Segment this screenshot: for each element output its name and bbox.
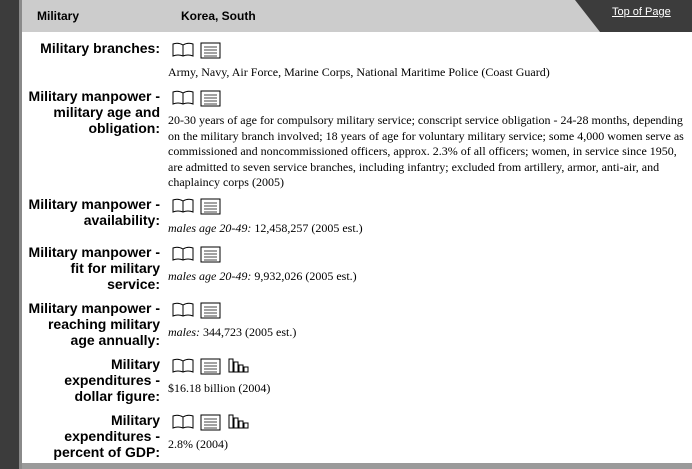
field-label: Military branches:: [40, 40, 160, 56]
field-listing-icon[interactable]: [200, 302, 222, 319]
field-value: 9,932,026 (2005 est.): [254, 269, 357, 283]
field-icons: [172, 358, 256, 376]
bottom-border: [22, 463, 692, 469]
definition-icon[interactable]: [172, 42, 194, 57]
definition-icon[interactable]: [172, 302, 194, 317]
field-label: Military manpower - military age and obl…: [28, 88, 160, 136]
field-prefix: males age 20-49:: [168, 221, 252, 235]
field-icons: [172, 302, 228, 320]
field-text: males age 20-49: 9,932,026 (2005 est.): [168, 269, 690, 285]
field-icons: [172, 198, 228, 216]
field-label: Military manpower - availability:: [28, 196, 160, 228]
field-listing-icon[interactable]: [200, 42, 222, 59]
side-stripe: [0, 0, 22, 469]
field-icons: [172, 42, 228, 60]
field-listing-icon[interactable]: [200, 90, 222, 107]
field-text: 2.8% (2004): [168, 437, 690, 453]
field-text: Army, Navy, Air Force, Marine Corps, Nat…: [168, 65, 690, 81]
field-value: Army, Navy, Air Force, Marine Corps, Nat…: [168, 65, 550, 79]
field-listing-icon[interactable]: [200, 198, 222, 215]
field-label: Military manpower - reaching military ag…: [28, 300, 160, 348]
field-value: 344,723 (2005 est.): [203, 325, 297, 339]
field-listing-icon[interactable]: [200, 246, 222, 263]
header-bar: [22, 0, 692, 32]
rank-order-icon[interactable]: [228, 358, 250, 373]
definition-icon[interactable]: [172, 414, 194, 429]
field-icons: [172, 90, 228, 108]
top-link[interactable]: Top of Page: [612, 6, 671, 18]
field-value: $16.18 billion (2004): [168, 381, 271, 395]
field-label: Military manpower - fit for military ser…: [28, 244, 160, 292]
field-prefix: males:: [168, 325, 200, 339]
definition-icon[interactable]: [172, 358, 194, 373]
field-listing-icon[interactable]: [200, 414, 222, 431]
field-value: 20-30 years of age for compulsory milita…: [168, 113, 684, 189]
rank-order-icon[interactable]: [228, 414, 250, 429]
field-text: males: 344,723 (2005 est.): [168, 325, 690, 341]
field-text: males age 20-49: 12,458,257 (2005 est.): [168, 221, 690, 237]
field-icons: [172, 246, 228, 264]
field-label: Military expenditures - dollar figure:: [64, 356, 160, 404]
definition-icon[interactable]: [172, 90, 194, 105]
field-label: Military expenditures - percent of GDP:: [53, 412, 160, 460]
field-value: 2.8% (2004): [168, 437, 228, 451]
field-value: 12,458,257 (2005 est.): [254, 221, 363, 235]
definition-icon[interactable]: [172, 246, 194, 261]
field-icons: [172, 414, 256, 432]
definition-icon[interactable]: [172, 198, 194, 213]
field-prefix: males age 20-49:: [168, 269, 252, 283]
field-text: $16.18 billion (2004): [168, 381, 690, 397]
field-listing-icon[interactable]: [200, 358, 222, 375]
field-text: 20-30 years of age for compulsory milita…: [168, 113, 690, 191]
section-title: Military: [37, 9, 80, 23]
country-name: Korea, South: [181, 9, 256, 23]
